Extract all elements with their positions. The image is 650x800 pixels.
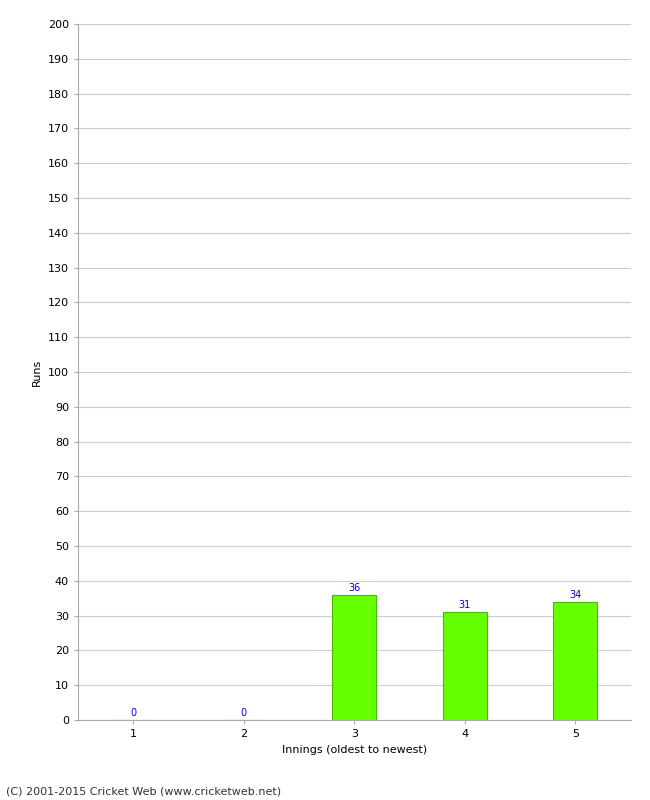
X-axis label: Innings (oldest to newest): Innings (oldest to newest) bbox=[281, 745, 427, 754]
Bar bbox=[443, 612, 487, 720]
Text: 31: 31 bbox=[459, 600, 471, 610]
Text: 34: 34 bbox=[569, 590, 581, 600]
Text: 0: 0 bbox=[240, 708, 247, 718]
Bar bbox=[332, 594, 376, 720]
Y-axis label: Runs: Runs bbox=[32, 358, 42, 386]
Text: (C) 2001-2015 Cricket Web (www.cricketweb.net): (C) 2001-2015 Cricket Web (www.cricketwe… bbox=[6, 786, 281, 796]
Text: 36: 36 bbox=[348, 583, 360, 593]
Text: 0: 0 bbox=[130, 708, 136, 718]
Bar bbox=[553, 602, 597, 720]
